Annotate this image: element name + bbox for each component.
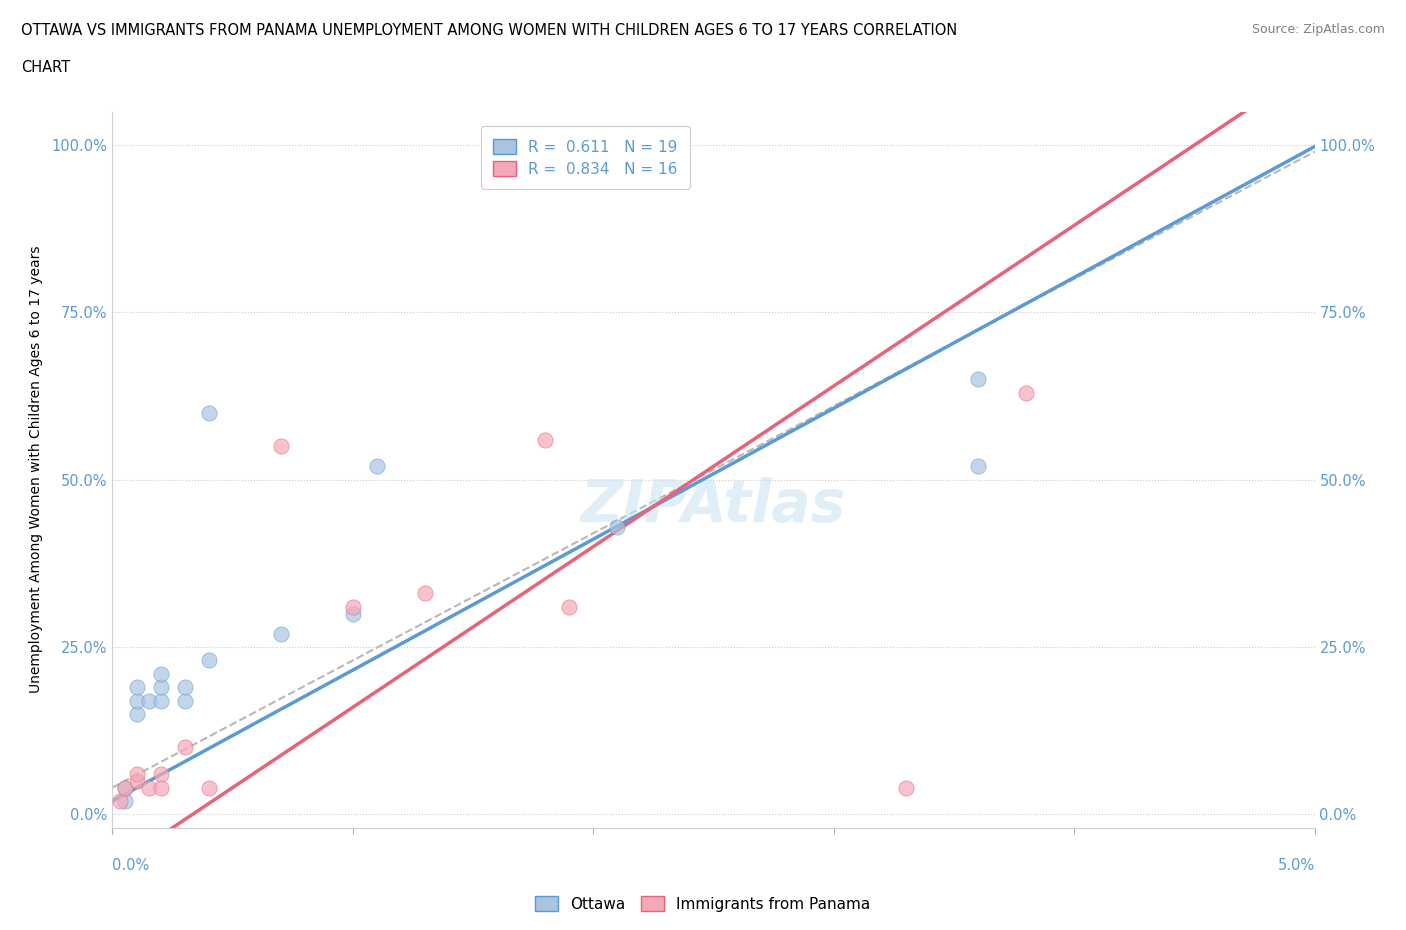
Point — [342, 606, 364, 621]
Point — [173, 740, 195, 755]
Point — [1015, 385, 1038, 400]
Point — [149, 766, 172, 781]
Point — [197, 653, 219, 668]
Point — [108, 793, 131, 808]
Point — [197, 405, 219, 420]
Text: OTTAWA VS IMMIGRANTS FROM PANAMA UNEMPLOYMENT AMONG WOMEN WITH CHILDREN AGES 6 T: OTTAWA VS IMMIGRANTS FROM PANAMA UNEMPLO… — [21, 23, 957, 38]
Point — [534, 432, 557, 447]
Point — [125, 707, 148, 722]
Point — [270, 439, 292, 454]
Text: 0.0%: 0.0% — [112, 858, 149, 873]
Point — [138, 780, 160, 795]
Legend: Ottawa, Immigrants from Panama: Ottawa, Immigrants from Panama — [530, 889, 876, 918]
Point — [173, 680, 195, 695]
Text: CHART: CHART — [21, 60, 70, 75]
Point — [173, 693, 195, 708]
Point — [558, 600, 581, 615]
Point — [197, 780, 219, 795]
Point — [149, 780, 172, 795]
Point — [270, 626, 292, 641]
Point — [138, 693, 160, 708]
Point — [366, 458, 388, 473]
Point — [125, 774, 148, 789]
Point — [149, 666, 172, 681]
Y-axis label: Unemployment Among Women with Children Ages 6 to 17 years: Unemployment Among Women with Children A… — [30, 246, 44, 694]
Point — [125, 693, 148, 708]
Point — [606, 519, 628, 534]
Point — [149, 693, 172, 708]
Point — [114, 793, 136, 808]
Point — [894, 780, 917, 795]
Point — [342, 600, 364, 615]
Point — [114, 780, 136, 795]
Legend: R =  0.611   N = 19, R =  0.834   N = 16: R = 0.611 N = 19, R = 0.834 N = 16 — [481, 126, 690, 189]
Text: 5.0%: 5.0% — [1278, 858, 1315, 873]
Text: ZIPAtlas: ZIPAtlas — [581, 477, 846, 534]
Point — [125, 680, 148, 695]
Point — [125, 766, 148, 781]
Point — [967, 372, 990, 387]
Point — [114, 780, 136, 795]
Text: Source: ZipAtlas.com: Source: ZipAtlas.com — [1251, 23, 1385, 36]
Point — [967, 458, 990, 473]
Point — [149, 680, 172, 695]
Point — [413, 586, 436, 601]
